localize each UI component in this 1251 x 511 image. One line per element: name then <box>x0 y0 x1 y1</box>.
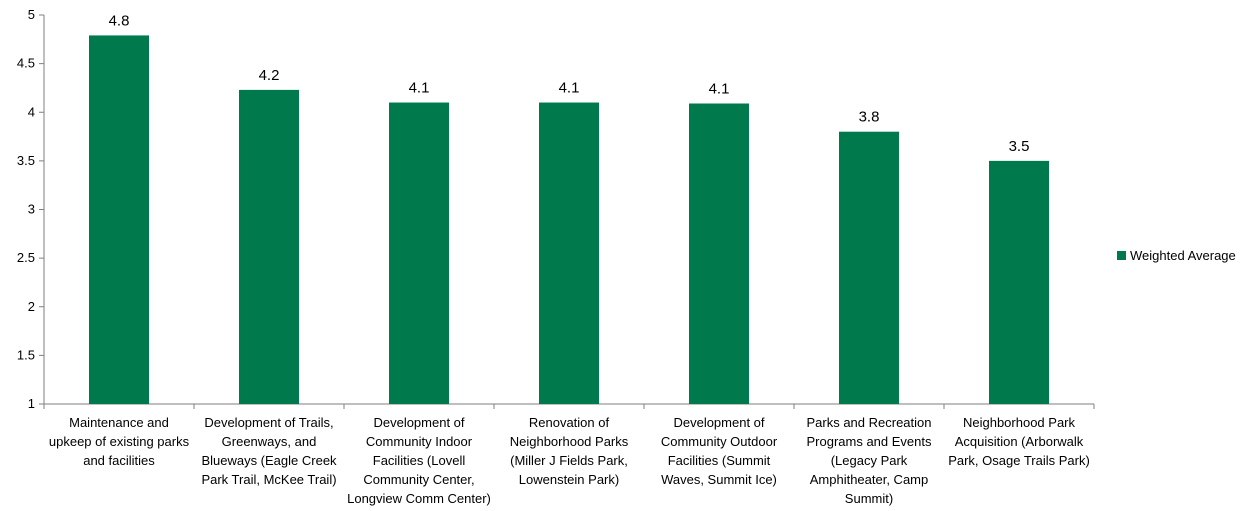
x-tick-label: Renovation of Neighborhood Parks (Miller J… <box>510 415 629 487</box>
legend-label: Weighted Average <box>1130 248 1236 263</box>
data-label: 4.2 <box>259 67 280 84</box>
bar <box>89 35 149 405</box>
legend-swatch <box>1117 251 1126 260</box>
bar <box>689 103 749 404</box>
x-tick-label: Neighborhood Park Acquisition (Arborwalk P… <box>948 415 1090 468</box>
x-tick-label-line: Waves, Summit Ice) <box>661 472 777 487</box>
x-tick-label-line: Community Indoor <box>366 434 473 449</box>
x-tick-label: Parks and Recreation Programs and Events (… <box>806 415 932 506</box>
y-tick-label: 2 <box>28 299 35 314</box>
data-label: 3.8 <box>859 109 880 126</box>
x-tick-label-line: Blueways (Eagle Creek <box>201 453 337 468</box>
y-tick-label: 3 <box>28 202 35 217</box>
x-tick-label: Development of Community Indoor Facilities… <box>347 415 491 506</box>
x-tick-label-line: Park Trail, McKee Trail) <box>201 472 336 487</box>
x-tick-label-line: Neighborhood Parks <box>510 434 629 449</box>
x-tick-label-line: Community Center, <box>363 472 474 487</box>
x-tick-label-line: and facilities <box>83 453 155 468</box>
x-tick-label-line: Development of Trails, <box>204 415 333 430</box>
data-labels: 4.8 4.2 4.1 4.1 4.1 3.8 3.5 <box>109 12 1030 154</box>
y-tick-label: 5 <box>28 7 35 22</box>
x-tick-label-line: Amphitheater, Camp <box>810 472 929 487</box>
x-tick-label-line: Development of <box>673 415 764 430</box>
data-label: 4.1 <box>409 80 430 97</box>
bar <box>539 102 599 405</box>
x-tick-label-line: Lowenstein Park) <box>519 472 619 487</box>
x-tick-label: Maintenance and upkeep of existing parks a… <box>49 415 190 468</box>
y-tick-label: 2.5 <box>17 250 35 265</box>
y-tick-label: 4 <box>28 104 35 119</box>
bar <box>989 160 1049 404</box>
data-label: 4.8 <box>109 12 130 29</box>
y-tick-label: 4.5 <box>17 56 35 71</box>
bar <box>839 131 899 404</box>
x-tick-label: Development of Trails, Greenways, and Blue… <box>201 415 337 487</box>
x-tick-label-line: Greenways, and <box>222 434 317 449</box>
y-axis: 1 1.5 2 2.5 3 3.5 4 4.5 5 <box>17 7 45 411</box>
x-tick-label-line: Community Outdoor <box>661 434 778 449</box>
x-tick-label-line: (Miller J Fields Park, <box>510 453 628 468</box>
x-tick-label-line: Parks and Recreation <box>806 415 931 430</box>
x-tick-label-line: Summit) <box>845 491 893 506</box>
bar <box>239 89 299 404</box>
x-tick-label-line: Maintenance and <box>69 415 169 430</box>
x-tick-label-line: Park, Osage Trails Park) <box>948 453 1090 468</box>
bar <box>389 102 449 405</box>
x-tick-label-line: Programs and Events <box>806 434 932 449</box>
data-label: 3.5 <box>1009 138 1030 155</box>
y-tick-label: 3.5 <box>17 153 35 168</box>
y-tick-label: 1.5 <box>17 347 35 362</box>
x-tick-label-line: Facilities (Lovell <box>373 453 466 468</box>
x-tick-label-line: Development of <box>373 415 464 430</box>
y-tick-label: 1 <box>28 396 35 411</box>
legend: Weighted Average <box>1117 248 1236 263</box>
x-tick-label-line: Neighborhood Park <box>963 415 1076 430</box>
x-tick-label-line: (Legacy Park <box>831 453 908 468</box>
x-axis: Maintenance and upkeep of existing parks a… <box>43 403 1095 506</box>
x-tick-label-line: Longview Comm Center) <box>347 491 491 506</box>
bars <box>89 35 1049 405</box>
data-label: 4.1 <box>709 80 730 97</box>
x-tick-label-line: Facilities (Summit <box>668 453 771 468</box>
x-tick-label-line: upkeep of existing parks <box>49 434 190 449</box>
x-tick-label-line: Renovation of <box>529 415 610 430</box>
x-tick-label: Development of Community Outdoor Facilitie… <box>661 415 778 487</box>
data-label: 4.1 <box>559 80 580 97</box>
x-tick-label-line: Acquisition (Arborwalk <box>955 434 1084 449</box>
